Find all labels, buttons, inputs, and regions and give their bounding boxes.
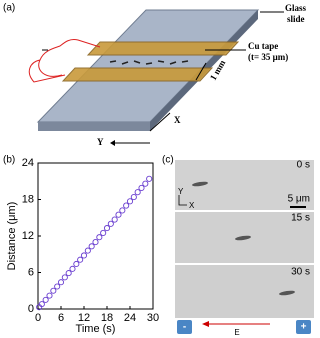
arrow-head xyxy=(202,321,209,327)
x-axis-label: X xyxy=(174,115,181,125)
point xyxy=(77,256,84,263)
point xyxy=(123,202,130,209)
point xyxy=(88,243,95,250)
glass-label: slide xyxy=(287,14,305,24)
point xyxy=(146,175,153,182)
axis-label: Y xyxy=(178,187,184,196)
x-tick-label: 12 xyxy=(78,312,90,324)
point xyxy=(80,252,88,259)
panel-label: (b) xyxy=(3,155,15,166)
field-label: E xyxy=(234,328,239,337)
point xyxy=(126,198,134,205)
point xyxy=(111,216,118,223)
point xyxy=(84,247,91,254)
cu-tape xyxy=(86,41,240,56)
electrode-label: + xyxy=(301,322,307,333)
point xyxy=(50,287,57,294)
y-tick-label: 6 xyxy=(28,266,34,278)
y-tick-label: 0 xyxy=(28,303,34,315)
particles xyxy=(109,60,189,65)
point xyxy=(38,301,45,308)
plot-frame xyxy=(37,162,154,310)
glass-label: Glass xyxy=(285,3,307,13)
particle xyxy=(279,290,295,296)
cu-label: (t= 35 μm) xyxy=(248,52,288,62)
electrode-label: - xyxy=(183,322,186,333)
point xyxy=(46,292,53,299)
point xyxy=(96,234,103,241)
panel-label: (a) xyxy=(3,3,15,14)
point xyxy=(69,265,76,272)
panel-label: (c) xyxy=(162,155,174,166)
x-axis-title: Time (s) xyxy=(76,323,116,335)
point xyxy=(103,225,111,232)
axes xyxy=(178,195,187,206)
time-label: 30 s xyxy=(291,267,310,278)
point xyxy=(107,220,114,227)
y-axis-label: Y xyxy=(97,137,104,147)
cu-label: Cu tape xyxy=(248,41,278,51)
x-arrow xyxy=(149,112,171,132)
point xyxy=(61,274,68,281)
point xyxy=(54,283,61,290)
time-label: 15 s xyxy=(291,213,310,224)
chart: 0 6 12 18 24 30 0 6 12 18 24 Time (s) Distance (μm) xyxy=(6,157,159,335)
point xyxy=(92,239,99,246)
y-tick-label: 18 xyxy=(22,193,34,205)
x-tick-label: 6 xyxy=(58,312,64,324)
y-tick-label: 12 xyxy=(22,230,34,242)
point xyxy=(130,194,137,201)
point xyxy=(73,260,80,268)
point xyxy=(115,211,122,218)
x-tick-label: 30 xyxy=(147,312,159,324)
electrode xyxy=(177,320,192,334)
point xyxy=(100,229,107,237)
y-tick-label: 24 xyxy=(22,157,34,169)
particle xyxy=(235,235,251,241)
x-tick-label: 0 xyxy=(35,312,41,324)
particle xyxy=(192,181,208,187)
point xyxy=(119,207,126,214)
glass-front xyxy=(38,122,150,131)
point xyxy=(57,279,65,286)
scale-label: 5 μm xyxy=(288,194,310,205)
y-axis-title: Distance (μm) xyxy=(6,202,18,271)
point xyxy=(134,189,141,196)
electrode xyxy=(296,320,311,334)
scale-arrow xyxy=(195,62,207,81)
point xyxy=(138,184,145,191)
point xyxy=(142,180,149,187)
arrow-head xyxy=(110,140,115,146)
axis-label: X xyxy=(189,201,195,210)
wire xyxy=(38,39,101,77)
cu-tape xyxy=(61,67,214,82)
point xyxy=(65,270,72,277)
wire xyxy=(28,59,66,83)
x-tick-label: 24 xyxy=(124,312,136,324)
x-tick-label: 18 xyxy=(101,312,113,324)
time-label: 0 s xyxy=(297,160,310,171)
point xyxy=(42,296,49,303)
